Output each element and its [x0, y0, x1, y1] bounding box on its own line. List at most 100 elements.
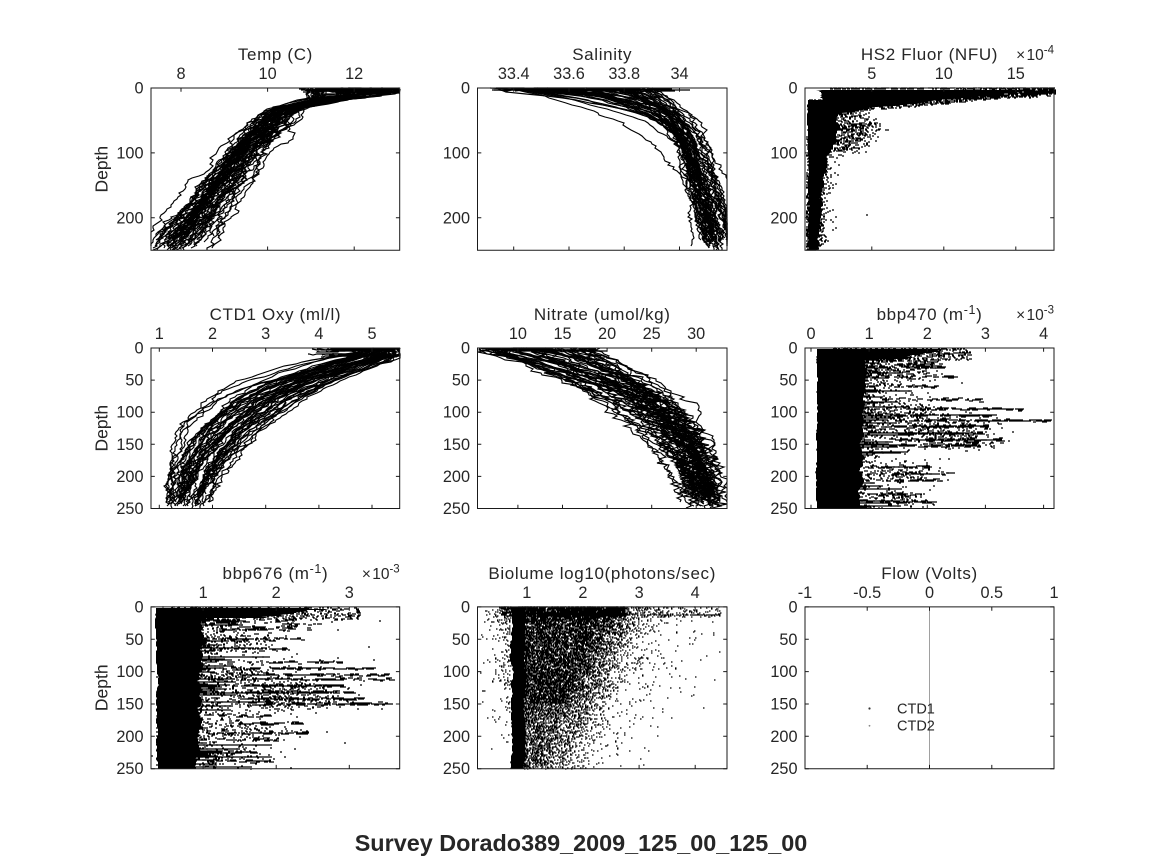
svg-text:150: 150 [770, 436, 797, 454]
svg-text:1: 1 [1049, 584, 1058, 602]
svg-text:× 10-4: × 10-4 [1016, 45, 1054, 65]
svg-text:0: 0 [788, 598, 797, 616]
svg-text:100: 100 [770, 663, 797, 681]
svg-text:bbp470 (m-1): bbp470 (m-1) [877, 303, 983, 324]
svg-text:0: 0 [461, 80, 470, 98]
svg-text:100: 100 [443, 144, 470, 162]
svg-text:100: 100 [116, 144, 143, 162]
svg-text:34: 34 [670, 65, 688, 83]
svg-text:50: 50 [452, 372, 470, 390]
svg-text:25: 25 [643, 325, 661, 343]
svg-text:30: 30 [687, 325, 705, 343]
svg-text:0: 0 [788, 340, 797, 358]
svg-text:200: 200 [116, 468, 143, 486]
svg-text:HS2 Fluor (NFU): HS2 Fluor (NFU) [861, 45, 998, 64]
svg-text:250: 250 [116, 500, 143, 518]
svg-text:150: 150 [116, 436, 143, 454]
svg-text:200: 200 [770, 728, 797, 746]
svg-text:100: 100 [770, 144, 797, 162]
svg-text:Depth: Depth [92, 146, 112, 193]
svg-text:15: 15 [1007, 65, 1025, 83]
svg-text:4: 4 [314, 325, 323, 343]
svg-text:bbp676 (m-1): bbp676 (m-1) [222, 562, 328, 583]
svg-text:4: 4 [691, 584, 700, 602]
svg-text:50: 50 [779, 372, 797, 390]
svg-text:15: 15 [553, 325, 571, 343]
svg-text:20: 20 [598, 325, 616, 343]
svg-text:250: 250 [116, 760, 143, 778]
svg-text:250: 250 [443, 500, 470, 518]
svg-text:250: 250 [770, 760, 797, 778]
svg-text:200: 200 [116, 209, 143, 227]
svg-text:10: 10 [259, 65, 277, 83]
svg-text:100: 100 [116, 404, 143, 422]
svg-text:50: 50 [779, 631, 797, 649]
svg-text:Depth: Depth [92, 405, 112, 452]
svg-text:8: 8 [176, 65, 185, 83]
svg-text:3: 3 [261, 325, 270, 343]
svg-text:200: 200 [443, 728, 470, 746]
svg-text:Depth: Depth [92, 664, 112, 711]
svg-text:100: 100 [116, 663, 143, 681]
svg-text:0: 0 [461, 340, 470, 358]
svg-text:100: 100 [770, 404, 797, 422]
svg-text:1: 1 [522, 584, 531, 602]
svg-text:3: 3 [635, 584, 644, 602]
svg-text:2: 2 [208, 325, 217, 343]
svg-text:0: 0 [134, 598, 143, 616]
svg-text:3: 3 [345, 584, 354, 602]
svg-text:CTD1: CTD1 [897, 702, 935, 718]
svg-text:Survey Dorado389_2009_125_00_1: Survey Dorado389_2009_125_00_125_00 [355, 830, 808, 856]
svg-text:100: 100 [443, 404, 470, 422]
svg-text:250: 250 [770, 500, 797, 518]
svg-text:33.4: 33.4 [498, 65, 530, 83]
svg-text:3: 3 [981, 325, 990, 343]
svg-text:150: 150 [443, 696, 470, 714]
svg-text:100: 100 [443, 663, 470, 681]
svg-text:150: 150 [443, 436, 470, 454]
svg-text:× 10-3: × 10-3 [1016, 305, 1054, 325]
svg-text:50: 50 [452, 631, 470, 649]
svg-text:150: 150 [116, 696, 143, 714]
svg-text:5: 5 [367, 325, 376, 343]
svg-text:2: 2 [272, 584, 281, 602]
svg-text:10: 10 [509, 325, 527, 343]
svg-text:200: 200 [443, 209, 470, 227]
svg-text:× 10-3: × 10-3 [362, 563, 400, 583]
svg-text:1: 1 [865, 325, 874, 343]
svg-text:Nitrate (umol/kg): Nitrate (umol/kg) [534, 305, 671, 324]
svg-text:0: 0 [806, 325, 815, 343]
svg-text:200: 200 [770, 468, 797, 486]
svg-text:150: 150 [770, 696, 797, 714]
svg-text:Biolume log10(photons/sec): Biolume log10(photons/sec) [488, 564, 716, 583]
svg-text:0: 0 [461, 598, 470, 616]
svg-text:5: 5 [867, 65, 876, 83]
svg-text:-0.5: -0.5 [853, 584, 881, 602]
svg-text:0.5: 0.5 [980, 584, 1003, 602]
svg-text:CTD2: CTD2 [897, 719, 935, 735]
svg-text:50: 50 [125, 631, 143, 649]
svg-text:Salinity: Salinity [572, 45, 632, 64]
svg-text:250: 250 [443, 760, 470, 778]
svg-text:0: 0 [134, 80, 143, 98]
svg-text:4: 4 [1039, 325, 1048, 343]
svg-text:-1: -1 [798, 584, 812, 602]
svg-text:0: 0 [925, 584, 934, 602]
svg-text:2: 2 [578, 584, 587, 602]
svg-text:33.8: 33.8 [608, 65, 640, 83]
svg-text:2: 2 [923, 325, 932, 343]
svg-text:200: 200 [443, 468, 470, 486]
svg-text:10: 10 [935, 65, 953, 83]
svg-text:33.6: 33.6 [553, 65, 585, 83]
svg-text:0: 0 [134, 340, 143, 358]
svg-text:Temp (C): Temp (C) [238, 45, 313, 64]
svg-text:Flow (Volts): Flow (Volts) [881, 564, 978, 583]
svg-text:12: 12 [345, 65, 363, 83]
svg-text:CTD1 Oxy (ml/l): CTD1 Oxy (ml/l) [210, 305, 342, 324]
svg-text:1: 1 [199, 584, 208, 602]
svg-text:200: 200 [116, 728, 143, 746]
svg-text:0: 0 [788, 80, 797, 98]
svg-text:50: 50 [125, 372, 143, 390]
svg-text:200: 200 [770, 209, 797, 227]
svg-text:1: 1 [155, 325, 164, 343]
